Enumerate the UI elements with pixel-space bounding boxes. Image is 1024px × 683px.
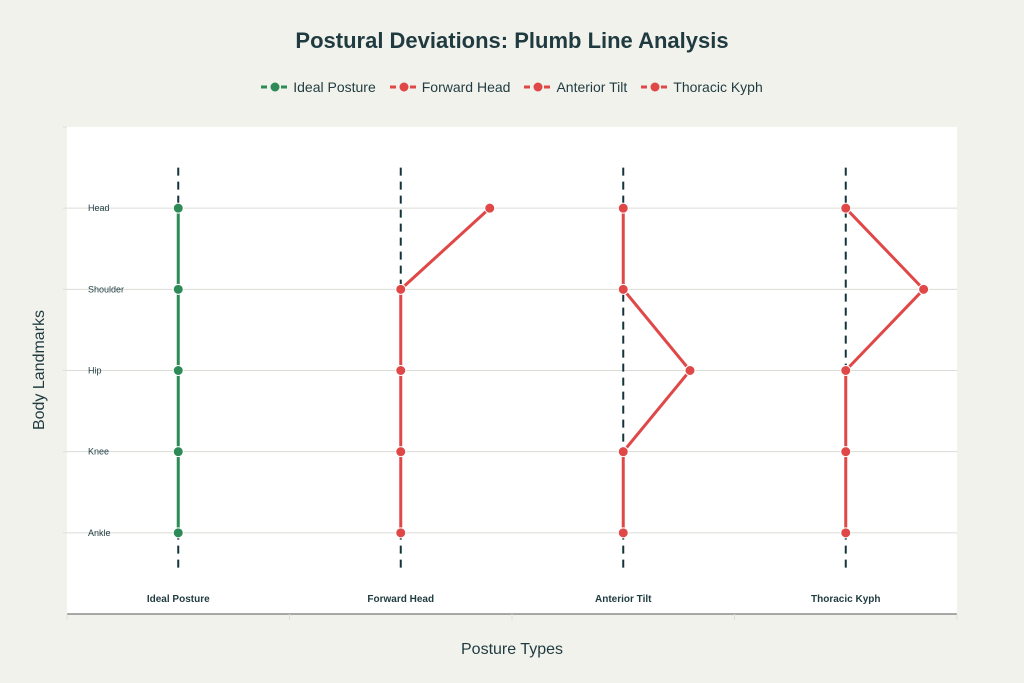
data-point: [617, 446, 629, 458]
chart-title: Postural Deviations: Plumb Line Analysis: [295, 28, 729, 53]
legend-item[interactable]: Forward Head: [389, 79, 511, 95]
data-point: [684, 365, 696, 376]
data-point: [172, 202, 184, 214]
data-point: [840, 527, 852, 539]
x-tick-label: Ideal Posture: [147, 594, 210, 605]
legend-label: Ideal Posture: [293, 79, 376, 95]
y-tick-label: Head: [88, 203, 110, 213]
data-point: [172, 527, 184, 539]
data-point: [395, 446, 407, 458]
data-point: [840, 202, 852, 214]
data-point: [172, 283, 184, 295]
legend: Ideal Posture Forward Head Anterior Tilt Th…: [0, 79, 1024, 95]
legend-label: Anterior Tilt: [556, 79, 628, 95]
data-point: [172, 365, 184, 376]
data-point: [172, 446, 184, 458]
y-tick-label: Ankle: [88, 528, 111, 538]
legend-marker-icon: [524, 82, 553, 92]
data-point: [918, 283, 930, 295]
data-point: [484, 202, 496, 214]
legend-item[interactable]: Anterior Tilt: [524, 79, 627, 95]
legend-label: Thoracic Kyph: [673, 79, 763, 95]
legend-item[interactable]: Ideal Posture: [261, 79, 376, 95]
data-point: [617, 527, 629, 539]
legend-item[interactable]: Thoracic Kyph: [641, 79, 763, 95]
data-point: [395, 283, 407, 295]
x-axis-label: Posture Types: [461, 641, 563, 658]
x-tick-label: Anterior Tilt: [595, 594, 652, 605]
data-point: [617, 202, 629, 214]
y-tick-label: Hip: [88, 366, 102, 376]
legend-marker-icon: [261, 82, 290, 92]
x-tick-label: Forward Head: [367, 594, 434, 605]
data-point: [395, 527, 407, 539]
data-point: [395, 365, 407, 376]
data-point: [617, 283, 629, 295]
y-tick-label: Knee: [88, 447, 109, 457]
legend-label: Forward Head: [421, 79, 511, 95]
x-tick-label: Thoracic Kyph: [811, 594, 880, 605]
data-point: [840, 365, 852, 376]
legend-marker-icon: [389, 82, 418, 92]
data-point: [840, 446, 852, 458]
y-tick-label: Shoulder: [88, 284, 124, 294]
legend-marker-icon: [641, 82, 670, 92]
